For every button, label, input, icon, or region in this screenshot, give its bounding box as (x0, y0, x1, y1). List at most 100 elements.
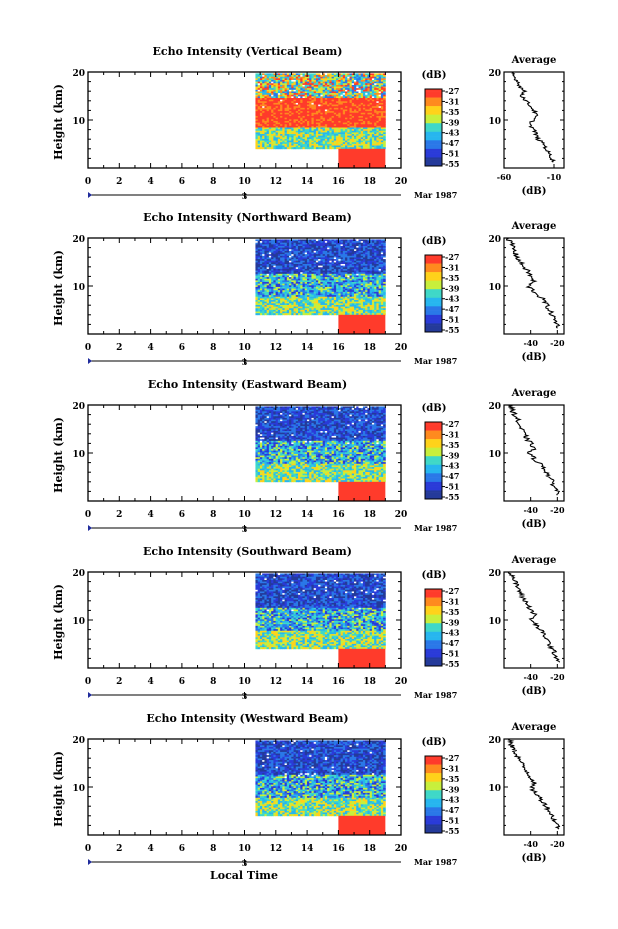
heatmap-cell (349, 130, 353, 133)
heatmap-cell (345, 79, 348, 83)
heatmap-cell (354, 102, 357, 105)
heatmap-cell (304, 145, 308, 148)
heatmap-cell (313, 129, 317, 132)
heatmap-cell (262, 91, 265, 94)
heatmap-cell (356, 84, 359, 87)
heatmap-cell (275, 114, 279, 117)
heatmap-cell (338, 98, 341, 101)
heatmap-cell (300, 129, 303, 132)
heatmap-cell (378, 93, 382, 96)
heatmap-cell (376, 89, 380, 92)
heatmap-cell (380, 104, 384, 107)
heatmap-cell (327, 91, 330, 94)
heatmap-cell (286, 140, 290, 143)
heatmap-cell (262, 101, 265, 104)
heatmap-cell (298, 132, 301, 135)
heatmap-cell (360, 137, 364, 140)
heatmap-cell (255, 106, 259, 109)
heatmap-cell (333, 91, 337, 94)
heatmap-cell (338, 109, 341, 112)
heatmap-cell (266, 116, 270, 119)
heatmap-cell (273, 130, 277, 133)
heatmap-cell (266, 109, 270, 112)
heatmap-cell (302, 75, 306, 78)
heatmap-cell (320, 112, 324, 115)
heatmap-cell (313, 134, 317, 137)
heatmap-cell (369, 99, 373, 102)
heatmap-cell (365, 127, 368, 130)
heatmap-cell (313, 135, 317, 138)
heatmap-cell (329, 102, 332, 105)
heatmap-cell (351, 106, 355, 109)
heatmap-cell (365, 117, 368, 120)
heatmap-cell (264, 84, 268, 87)
heatmap-cell (347, 145, 350, 148)
heatmap-cell (365, 241, 368, 244)
heatmap-cell (320, 135, 324, 138)
heatmap-cell (320, 101, 324, 104)
heatmap-cell (255, 89, 259, 92)
heatmap-cell (378, 102, 382, 105)
heatmap-cell (327, 117, 330, 120)
heatmap-cell (380, 122, 384, 125)
heatmap-cell (271, 78, 274, 81)
heatmap-cell (347, 137, 350, 140)
heatmap-cell (255, 79, 259, 83)
heatmap-cell (338, 91, 341, 94)
heatmap-cell (275, 81, 279, 84)
heatmap-cell (362, 132, 366, 135)
heatmap-cell (309, 147, 312, 150)
heatmap-cell (309, 99, 312, 102)
heatmap-cell (329, 73, 332, 76)
heatmap-cell (347, 119, 350, 122)
heatmap-cell (293, 125, 297, 128)
heatmap-cell (345, 143, 348, 146)
heatmap-cell (291, 94, 294, 97)
heatmap-cell (291, 79, 294, 83)
heatmap-cell (255, 109, 259, 112)
heatmap-cell (333, 78, 337, 81)
heatmap-cell (342, 125, 346, 128)
heatmap-cell (374, 94, 377, 97)
heatmap-cell (354, 147, 357, 150)
heatmap-cell (324, 116, 328, 119)
heatmap-cell (315, 73, 319, 76)
heatmap-cell (271, 79, 274, 83)
heatmap-cell (268, 88, 272, 91)
heatmap-cell (322, 112, 326, 115)
heatmap-cell (345, 135, 348, 138)
heatmap-cell (351, 120, 355, 123)
heatmap-cell (309, 76, 312, 79)
heatmap-cell (371, 79, 375, 83)
heatmap-cell (275, 119, 279, 122)
heatmap-cell (378, 132, 382, 135)
heatmap-cell (284, 83, 288, 86)
heatmap-cell (282, 79, 285, 83)
heatmap-cell (331, 86, 335, 89)
heatmap-cell (262, 88, 265, 91)
heatmap-cell (380, 140, 384, 143)
heatmap-cell (362, 88, 366, 91)
heatmap-cell (329, 124, 332, 127)
heatmap-cell (351, 93, 355, 96)
heatmap-cell (300, 96, 303, 99)
heatmap-cell (318, 114, 321, 117)
heatmap-cell (340, 102, 344, 105)
heatmap-cell (306, 135, 310, 138)
heatmap-cell (354, 117, 357, 120)
heatmap-cell (286, 93, 290, 96)
heatmap-cell (347, 89, 350, 92)
heatmap-cell (289, 75, 292, 78)
heatmap-cell (309, 138, 312, 142)
heatmap-cell (362, 109, 366, 112)
heatmap-cell (282, 86, 285, 89)
heatmap-cell (380, 142, 384, 145)
heatmap-cell (329, 94, 332, 97)
heatmap-cell (336, 117, 339, 120)
heatmap-cell (349, 106, 353, 109)
heatmap-cell (376, 132, 380, 135)
heatmap-cell (374, 88, 377, 91)
heatmap-cell (380, 145, 384, 148)
heatmap-cell (345, 124, 348, 127)
heatmap-cell (309, 107, 312, 110)
